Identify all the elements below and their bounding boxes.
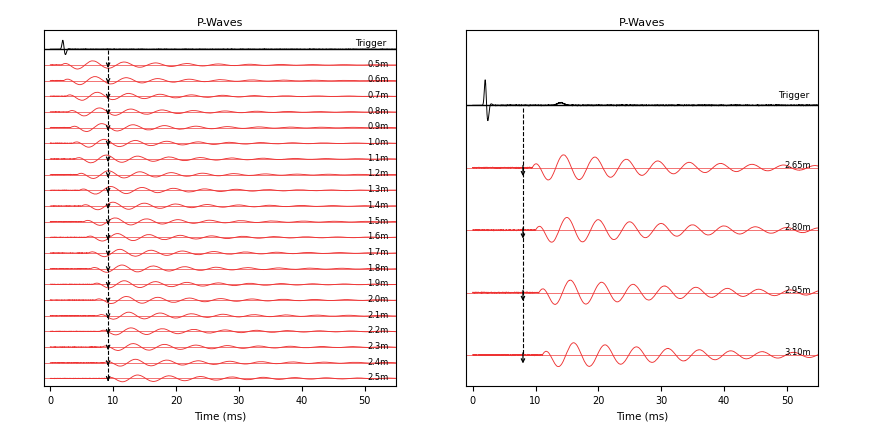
Text: 1.6m: 1.6m — [367, 232, 388, 241]
Text: 2.0m: 2.0m — [367, 295, 388, 304]
Text: 0.5m: 0.5m — [367, 60, 388, 69]
Title: P-Waves: P-Waves — [620, 18, 665, 28]
Text: 1.8m: 1.8m — [367, 263, 388, 273]
Text: 1.3m: 1.3m — [367, 185, 388, 194]
Text: 2.95m: 2.95m — [784, 286, 810, 295]
Text: 1.1m: 1.1m — [367, 154, 388, 163]
Text: 0.6m: 0.6m — [367, 76, 388, 85]
Text: 2.65m: 2.65m — [784, 161, 810, 170]
Text: 3.10m: 3.10m — [784, 348, 810, 357]
Text: 0.9m: 0.9m — [367, 122, 388, 132]
Text: 2.4m: 2.4m — [367, 358, 388, 367]
Text: 0.7m: 0.7m — [367, 91, 388, 100]
Text: 1.2m: 1.2m — [367, 170, 388, 178]
Text: 0.8m: 0.8m — [367, 107, 388, 116]
Text: 1.4m: 1.4m — [367, 201, 388, 210]
Text: 2.3m: 2.3m — [367, 342, 388, 351]
Text: 2.80m: 2.80m — [784, 223, 810, 232]
Text: 1.7m: 1.7m — [367, 248, 388, 257]
Text: 2.1m: 2.1m — [367, 311, 388, 319]
Text: 2.5m: 2.5m — [367, 373, 388, 382]
Text: Trigger: Trigger — [778, 91, 809, 100]
Text: Trigger: Trigger — [356, 39, 386, 48]
X-axis label: Time (ms): Time (ms) — [194, 411, 246, 421]
Text: 1.5m: 1.5m — [367, 217, 388, 226]
Text: 2.2m: 2.2m — [367, 326, 388, 335]
Title: P-Waves: P-Waves — [197, 18, 243, 28]
X-axis label: Time (ms): Time (ms) — [616, 411, 669, 421]
Text: 1.0m: 1.0m — [367, 138, 388, 147]
Text: 1.9m: 1.9m — [367, 279, 388, 288]
